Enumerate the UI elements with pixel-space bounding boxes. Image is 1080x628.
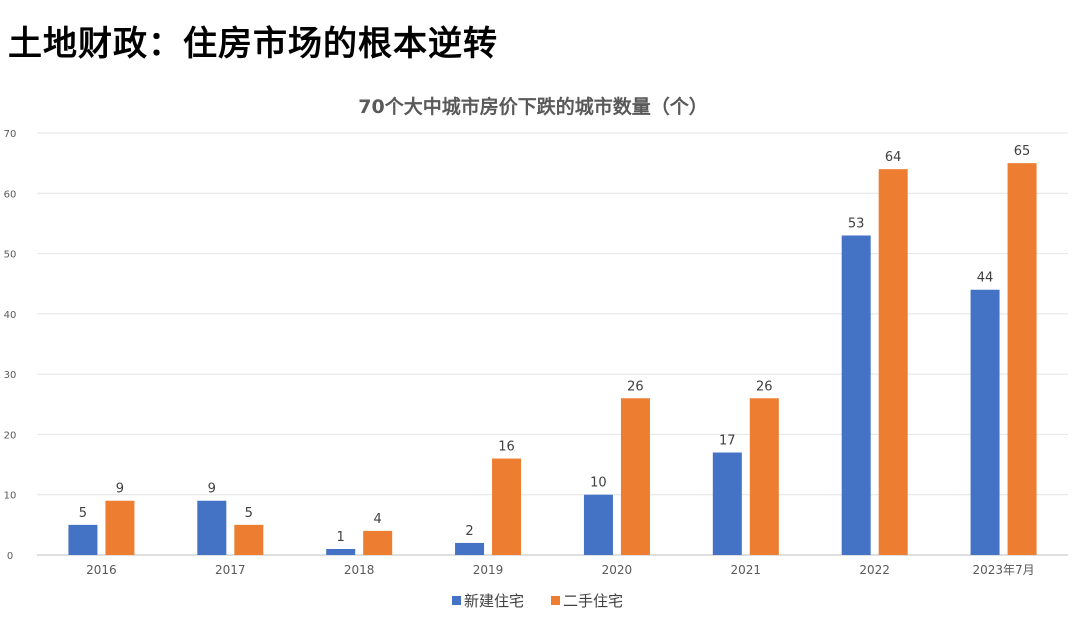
legend-swatch xyxy=(551,596,560,605)
legend-label: 二手住宅 xyxy=(563,592,623,610)
y-tick-label: 0 xyxy=(7,551,13,562)
data-label: 9 xyxy=(116,482,124,497)
x-tick-label: 2022 xyxy=(859,563,890,577)
bar-new-housing xyxy=(455,542,485,555)
x-tick-label: 2023年7月 xyxy=(972,563,1034,577)
data-label: 16 xyxy=(498,440,515,455)
data-label: 44 xyxy=(977,271,994,286)
data-label: 9 xyxy=(208,482,216,497)
gridlines xyxy=(37,132,1068,556)
data-label: 53 xyxy=(848,216,865,231)
bar-new-housing xyxy=(841,235,871,555)
legend: 新建住宅 二手住宅 xyxy=(452,592,623,610)
bar-new-housing xyxy=(326,548,356,555)
legend-label: 新建住宅 xyxy=(464,592,524,610)
page-title: 土地财政：住房市场的根本逆转 xyxy=(8,24,498,64)
bar-new-housing xyxy=(583,494,613,555)
x-tick-label: 2019 xyxy=(473,563,504,577)
x-axis-ticks: 2016 2017 2018 2019 2020 2021 2022 2023年7月 xyxy=(86,563,1034,577)
bar-second-hand-housing xyxy=(234,524,264,555)
bar-second-hand-housing xyxy=(620,398,650,555)
bar-second-hand-housing xyxy=(105,500,135,555)
data-label: 2 xyxy=(465,524,473,539)
legend-swatch xyxy=(452,596,461,605)
data-label: 5 xyxy=(79,506,87,521)
data-label: 26 xyxy=(756,379,773,394)
y-tick-label: 70 xyxy=(4,129,17,140)
bar-new-housing xyxy=(68,524,98,555)
y-tick-label: 40 xyxy=(4,310,17,321)
y-axis-ticks: 0 10 20 30 40 50 60 70 xyxy=(4,129,17,562)
data-label: 4 xyxy=(374,512,382,527)
bar-new-housing xyxy=(712,452,742,555)
bar-new-housing xyxy=(197,500,227,555)
data-label: 65 xyxy=(1014,144,1031,159)
bar-second-hand-housing xyxy=(492,458,522,555)
x-tick-label: 2021 xyxy=(731,563,762,577)
data-labels: 5 9 9 5 1 4 2 16 10 26 17 26 53 64 44 65 xyxy=(79,144,1031,545)
x-tick-label: 2017 xyxy=(215,563,246,577)
y-tick-label: 20 xyxy=(4,430,17,441)
bar-second-hand-housing xyxy=(749,398,779,555)
data-label: 17 xyxy=(719,434,736,449)
bar-second-hand-housing xyxy=(1007,163,1037,555)
bar-new-housing xyxy=(970,289,1000,555)
bar-second-hand-housing xyxy=(363,530,393,555)
data-label: 64 xyxy=(885,150,902,165)
x-tick-label: 2016 xyxy=(86,563,117,577)
y-tick-label: 30 xyxy=(4,370,17,381)
chart-title: 70个大中城市房价下跌的城市数量（个） xyxy=(358,95,707,118)
y-tick-label: 10 xyxy=(4,491,17,502)
x-tick-label: 2020 xyxy=(602,563,633,577)
bar-second-hand-housing xyxy=(878,169,908,555)
data-label: 1 xyxy=(337,530,345,545)
data-label: 5 xyxy=(245,506,253,521)
x-tick-label: 2018 xyxy=(344,563,375,577)
data-label: 26 xyxy=(627,379,644,394)
bars xyxy=(68,163,1037,555)
y-tick-label: 60 xyxy=(4,189,17,200)
data-label: 10 xyxy=(590,476,607,491)
y-tick-label: 50 xyxy=(4,250,17,261)
